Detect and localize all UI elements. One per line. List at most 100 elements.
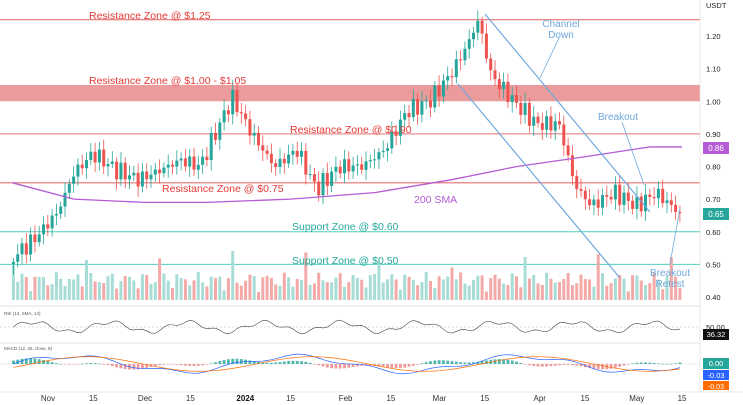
macd-hist-bar	[454, 361, 458, 364]
candle-body	[321, 173, 325, 196]
volume-bar	[613, 278, 617, 300]
volume-bar	[244, 280, 248, 300]
volume-bar	[188, 285, 192, 300]
candle-body	[644, 194, 648, 212]
candle-body	[72, 176, 76, 184]
rsi-label: RSI (14, SMA, 14)	[4, 311, 41, 316]
macd-hist-bar	[394, 364, 398, 369]
candle-body	[609, 196, 613, 200]
macd-hist-bar	[136, 364, 140, 370]
label-sup-060: Support Zone @ $0.60	[292, 221, 399, 233]
price-tick: 1.10	[706, 65, 721, 74]
time-label: Feb	[339, 394, 353, 403]
macd-hist-bar	[631, 363, 635, 365]
macd-hist-bar	[549, 364, 553, 367]
macd-line	[13, 353, 681, 375]
macd-hist-bar	[377, 364, 381, 367]
candle-body	[570, 155, 574, 177]
volume-bar	[407, 276, 411, 300]
candle-body	[11, 261, 15, 265]
candle-body	[661, 188, 665, 204]
macd-hist-bar	[171, 364, 174, 365]
volume-bar	[622, 278, 626, 300]
macd-hist-bar	[618, 364, 622, 367]
volume-bar	[527, 278, 531, 300]
time-axis: Nov 15 Dec 15 2024 15 Feb 15 Mar 15 Apr 15 May 15	[41, 394, 687, 403]
price-axis: 1.20 1.10 1.00 0.90 0.80 0.70 0.60 0.50 0.40	[706, 32, 721, 302]
candle-body	[37, 234, 41, 243]
candle-body	[89, 151, 93, 161]
candle-body	[291, 150, 295, 155]
volume-bar	[454, 279, 458, 300]
candle-body	[601, 195, 605, 208]
currency-label: USDT	[706, 1, 727, 10]
volume-bar	[97, 282, 101, 300]
candle-body	[115, 161, 119, 180]
macd-hist-bar	[20, 358, 24, 364]
macd-hist-bar	[308, 362, 312, 364]
candle-body	[330, 171, 334, 186]
macd-hist-bar	[403, 364, 407, 368]
last-price-value: 0.65	[708, 210, 724, 219]
volume-bar	[80, 286, 84, 300]
macd-hist-bar	[343, 364, 346, 369]
volume-bar	[192, 280, 196, 300]
rsi-value: 36.32	[707, 330, 726, 339]
macd-hist-bar	[37, 359, 41, 364]
macd-signal-line	[13, 356, 680, 372]
macd-hist-bar	[76, 364, 80, 365]
macd-hist-bar	[639, 362, 643, 364]
candle-body	[312, 174, 316, 182]
candle-body	[295, 150, 299, 157]
candle-body	[596, 199, 600, 208]
candle-body	[454, 59, 458, 78]
candle-body	[622, 192, 626, 205]
volume-bar	[261, 277, 265, 300]
volume-bar	[106, 276, 110, 300]
volume-bar	[235, 282, 239, 300]
macd-hist-bar	[562, 364, 566, 366]
time-label: 15	[678, 394, 687, 403]
macd-hist-bar	[476, 361, 480, 364]
channel-upper-line	[484, 13, 651, 213]
candle-body	[244, 113, 248, 120]
macd-hist-bar	[579, 364, 583, 367]
volume-bar	[140, 274, 144, 300]
time-label: 15	[386, 394, 395, 403]
macd-hist-bar	[67, 364, 71, 365]
candle-body	[506, 81, 510, 103]
rsi-tick: 50.00	[706, 323, 725, 332]
volume-bar	[502, 283, 506, 300]
volume-bar	[355, 277, 359, 300]
volume-bar	[381, 282, 385, 300]
candle-body	[80, 164, 84, 169]
candle-body	[218, 122, 222, 140]
candle-body	[102, 149, 106, 167]
macd-hist-bar	[110, 364, 114, 367]
macd-hist-bar	[644, 362, 647, 364]
macd-hist-bar	[678, 362, 682, 364]
macd-hist-bar	[347, 364, 351, 368]
macd-hist-bar	[442, 360, 445, 364]
volume-bar	[618, 275, 622, 300]
macd-hist-bar	[205, 364, 209, 365]
macd-hist-bar	[368, 364, 372, 366]
rsi-line	[13, 319, 680, 335]
macd-hist-bar	[106, 364, 110, 366]
volume-bar	[295, 278, 299, 300]
volume-bar	[183, 279, 187, 300]
volume-bar	[136, 288, 140, 300]
macd-hist-bar	[532, 364, 536, 367]
volume-bar	[158, 258, 162, 300]
volume-bar	[171, 287, 175, 300]
price-tick: 0.70	[706, 195, 721, 204]
candle-body	[188, 156, 192, 167]
macd-hist-bar	[102, 364, 106, 365]
volume-bar	[489, 278, 493, 300]
candle-body	[497, 79, 501, 90]
candle-body	[209, 132, 213, 161]
price-tick: 0.50	[706, 260, 721, 269]
volume-bar	[128, 276, 132, 300]
time-label: 15	[286, 394, 295, 403]
volume-bar	[54, 272, 58, 300]
